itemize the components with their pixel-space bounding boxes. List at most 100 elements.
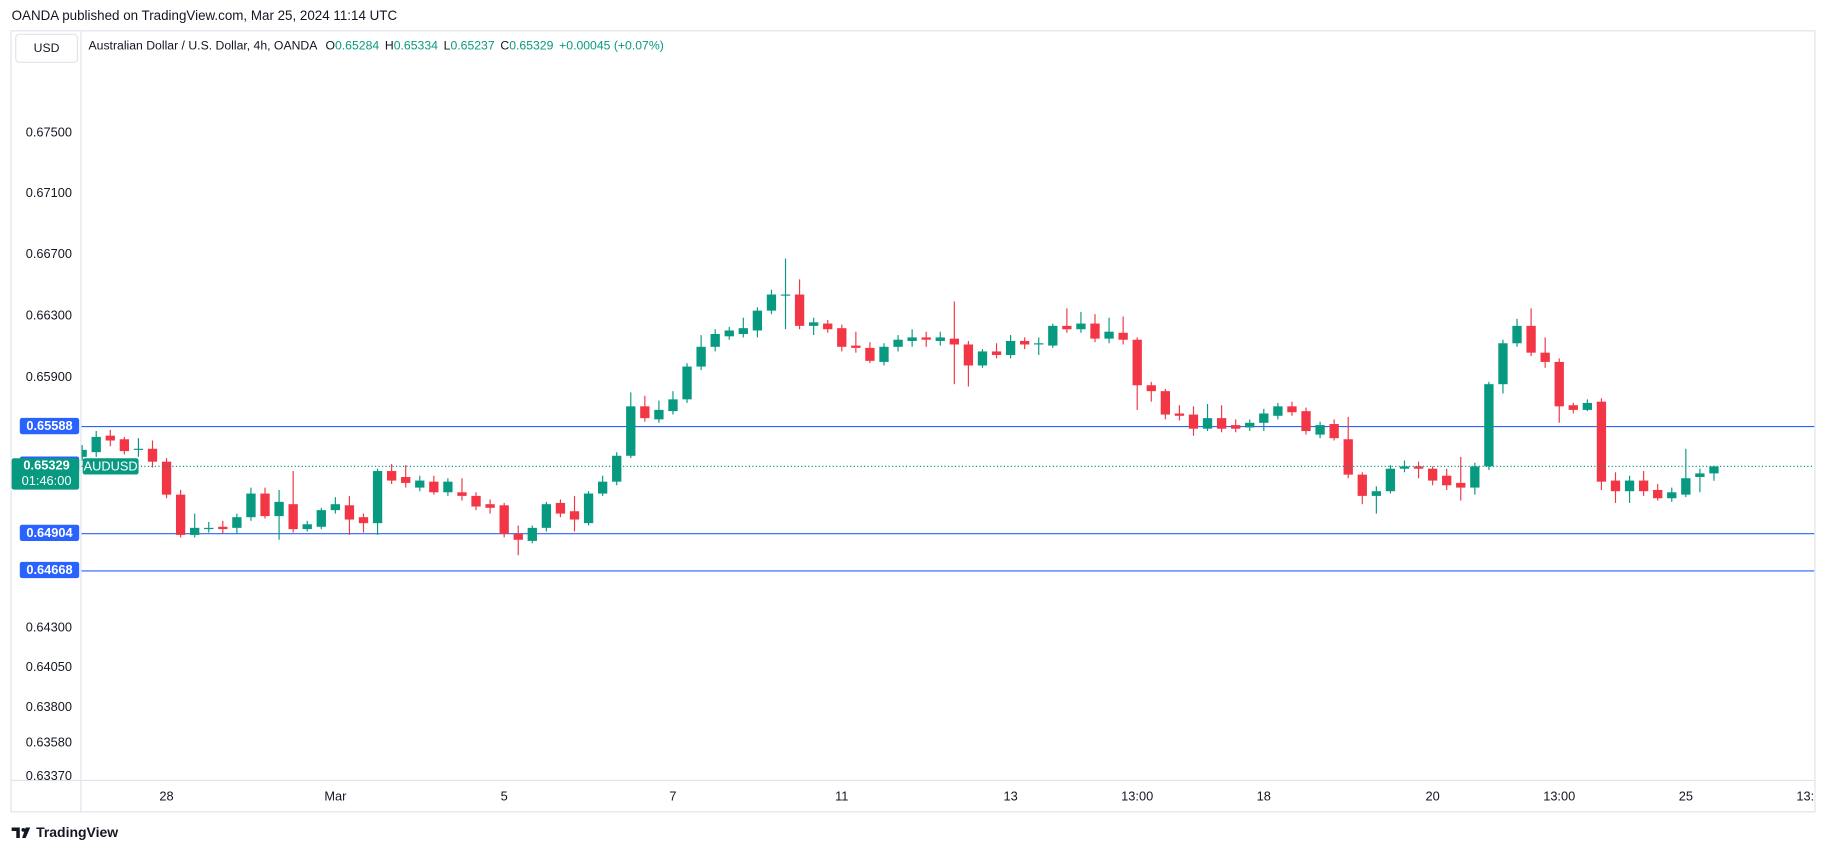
candle-body [766,294,777,311]
candle-body [260,493,270,517]
y-tick-label: 0.64050 [26,659,72,674]
x-tick-label: 13:00 [1543,789,1575,804]
candle-body [865,347,875,361]
price-line-label: 0.64668 [26,562,72,577]
candle-body [1034,343,1044,345]
candle-body [1090,323,1100,339]
candle-body [204,527,214,530]
candle-body [1653,489,1663,499]
candle-body [190,527,200,535]
candle-body [1076,323,1086,330]
candle-body [471,495,481,507]
candle-body [583,493,594,524]
candle-body [1020,340,1030,345]
candle-body [1202,418,1213,429]
candle-body [1484,384,1494,467]
symbol-title: Australian Dollar / U.S. Dollar, 4h, OAN… [89,39,319,53]
candle-body [1174,413,1185,416]
ohlc-value: 0.65329 [509,39,553,53]
time-axis: 28 Mar 5 7 11 13 13:00 18 20 13:00 25 13:00 [159,789,1814,804]
candle-body [808,322,819,326]
candle-body [612,455,622,482]
candle-body [893,339,903,347]
candle-body [1005,340,1016,355]
candle-body [1371,491,1382,496]
change: +0.00045 (+0.07%) [559,39,664,53]
candle-body [1301,411,1311,432]
candle-body [1245,422,1255,428]
ohlc-key: C [500,39,509,53]
candle-body [1118,332,1128,340]
candle-body [1160,391,1170,415]
x-tick-label: 25 [1679,789,1693,804]
candle-body [330,504,341,511]
candle-body [1062,325,1072,330]
candle-body [682,366,692,400]
price-axis: 0.67500 0.67100 0.66700 0.66300 0.65900 0.643… [26,125,72,783]
candle-body [991,351,1002,355]
candle-body [780,294,791,296]
candle-body [119,439,130,452]
candle-body [541,504,552,528]
candle-body [1357,474,1367,496]
candle-body [921,337,931,340]
candle-body [91,436,101,453]
candle-body [1427,468,1438,481]
candle-body [175,494,186,535]
footer-brand: TradingView [36,824,118,840]
candle-body [218,526,228,530]
price-line-label: 0.65588 [26,418,72,433]
ohlc-key: O [325,39,335,53]
candle-body [232,517,242,528]
countdown: 01:46:00 [22,473,72,488]
candle-body [752,310,763,331]
ohlc-value: 0.65237 [450,39,494,53]
y-tick-label: 0.64300 [26,620,72,635]
candle-body [1582,402,1593,410]
candle-body [738,328,748,335]
candle-body [949,338,959,345]
candle-body [147,448,158,462]
ohlc-key: H [385,39,394,53]
candle-body [1315,425,1325,435]
candle-body [1132,339,1142,386]
x-tick-label: 11 [835,789,848,804]
candle-body [626,406,636,456]
candle-body [1287,406,1297,413]
candle-body [851,345,861,348]
chart-frame [10,30,1816,813]
candle-body [274,501,284,517]
candle-body [429,481,439,493]
currency-button[interactable] [15,33,79,63]
x-tick-label: 20 [1426,789,1440,804]
plot-pane [81,258,1815,572]
ohlc-value: 0.65334 [394,39,438,53]
y-tick-label: 0.65900 [26,369,72,384]
candle-body [1146,385,1156,392]
candle-body [555,502,566,514]
candle-body [288,504,298,530]
candle-body [1048,325,1058,346]
candle-body [569,511,580,520]
last-price-label: 0.65329 [23,458,69,473]
x-tick-label: 13:00 [1121,789,1153,804]
price-labels: 0.655880.649040.646680.653400.6532901:46… [11,417,139,579]
y-tick-label: 0.66300 [26,307,72,322]
y-tick-label: 0.67100 [26,185,72,200]
candle-body [640,406,650,419]
y-tick-label: 0.63370 [26,768,72,783]
candle-body [1456,482,1466,488]
ohlc-key: L [444,39,451,53]
candle-body [710,334,720,347]
candle-body [1554,361,1564,407]
x-tick-label: Mar [324,789,347,804]
price-line-label: 0.64904 [26,525,73,540]
candle-body [724,330,734,337]
candle-body [1526,325,1536,353]
price-line-label-bg [19,561,80,579]
ohlc-value: 0.65284 [335,39,379,53]
candle-body [1610,480,1621,492]
candle-body [668,399,678,412]
publish-header: OANDA published on TradingView.com, Mar … [12,8,398,23]
